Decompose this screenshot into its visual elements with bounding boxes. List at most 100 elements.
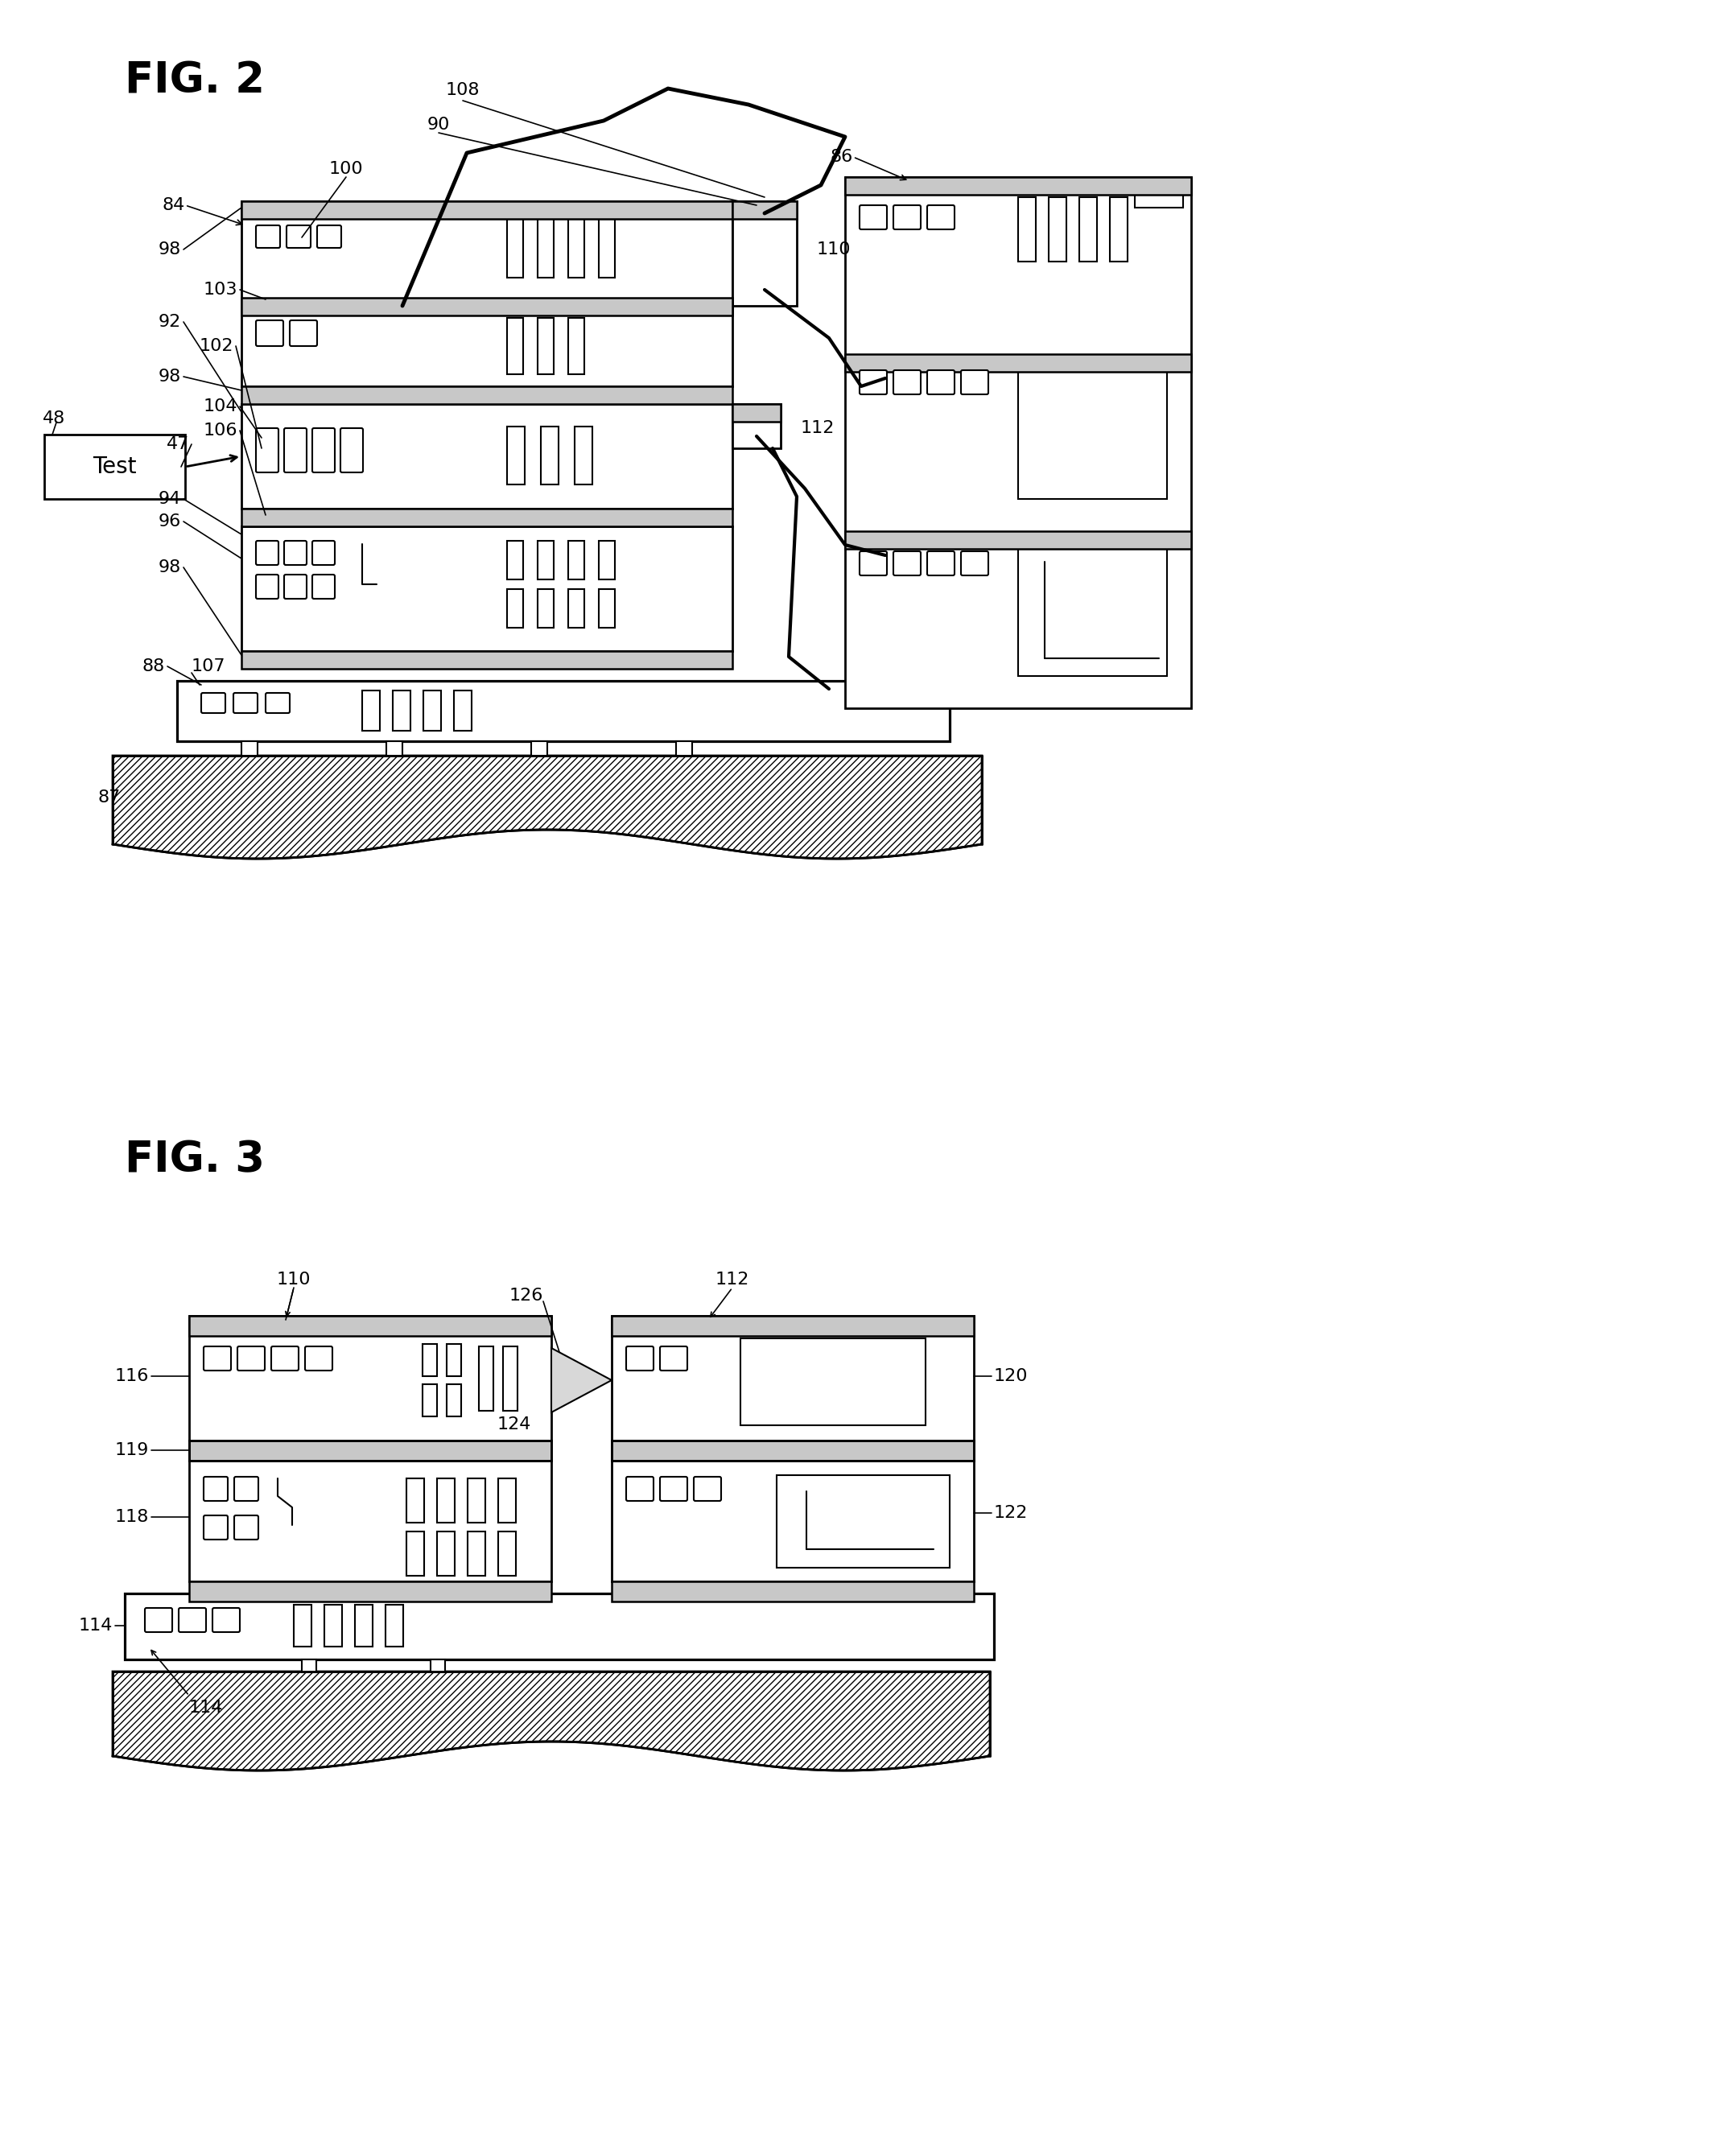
FancyBboxPatch shape <box>285 429 307 472</box>
Bar <box>845 177 1191 707</box>
Bar <box>446 1343 462 1376</box>
FancyBboxPatch shape <box>894 552 920 576</box>
Bar <box>538 218 554 278</box>
Bar <box>241 201 733 220</box>
Bar <box>189 1315 552 1440</box>
Text: 110: 110 <box>818 241 851 257</box>
Bar <box>363 690 380 731</box>
Bar <box>611 1440 974 1460</box>
FancyBboxPatch shape <box>312 576 335 599</box>
FancyBboxPatch shape <box>627 1345 653 1371</box>
Bar <box>241 651 733 668</box>
Bar <box>241 386 733 403</box>
Bar <box>599 589 615 627</box>
FancyBboxPatch shape <box>660 1477 687 1501</box>
Text: 104: 104 <box>203 399 238 414</box>
Bar <box>406 1531 424 1576</box>
Text: 112: 112 <box>715 1272 750 1287</box>
Bar <box>733 201 797 220</box>
Bar <box>189 1460 552 1580</box>
FancyBboxPatch shape <box>312 541 335 565</box>
Bar <box>241 298 733 315</box>
Polygon shape <box>552 1348 611 1412</box>
FancyBboxPatch shape <box>238 1345 266 1371</box>
Bar <box>453 690 472 731</box>
Bar <box>177 681 950 742</box>
FancyBboxPatch shape <box>306 1345 332 1371</box>
Bar <box>568 218 585 278</box>
Text: 124: 124 <box>496 1416 531 1432</box>
Text: 114: 114 <box>78 1617 113 1634</box>
FancyBboxPatch shape <box>144 1608 172 1632</box>
Bar <box>1017 196 1036 261</box>
Bar <box>507 218 523 278</box>
Bar <box>675 742 693 757</box>
Text: 114: 114 <box>189 1699 224 1716</box>
Bar <box>1017 548 1167 677</box>
Text: 92: 92 <box>158 315 181 330</box>
Bar <box>542 427 559 485</box>
FancyBboxPatch shape <box>203 1516 227 1539</box>
Bar <box>733 403 781 423</box>
Bar <box>1017 367 1167 498</box>
Bar <box>498 1531 516 1576</box>
Bar <box>424 690 441 731</box>
Bar <box>503 1345 517 1410</box>
Bar <box>387 742 403 757</box>
Bar <box>599 541 615 580</box>
Bar <box>845 177 1191 194</box>
FancyBboxPatch shape <box>234 1477 259 1501</box>
Bar <box>538 541 554 580</box>
Text: 110: 110 <box>276 1272 311 1287</box>
Bar <box>568 589 585 627</box>
FancyBboxPatch shape <box>694 1477 720 1501</box>
Text: 98: 98 <box>158 558 181 576</box>
Bar <box>611 1440 974 1460</box>
Text: 47: 47 <box>167 436 189 453</box>
Bar <box>431 1660 444 1673</box>
FancyBboxPatch shape <box>927 205 955 229</box>
FancyBboxPatch shape <box>660 1345 687 1371</box>
Bar <box>479 1345 493 1410</box>
Bar <box>733 201 797 306</box>
FancyBboxPatch shape <box>927 552 955 576</box>
FancyBboxPatch shape <box>266 692 290 714</box>
FancyBboxPatch shape <box>255 429 278 472</box>
Bar <box>354 1604 373 1647</box>
FancyBboxPatch shape <box>203 1345 231 1371</box>
FancyBboxPatch shape <box>255 226 279 248</box>
Bar <box>845 354 1191 371</box>
Text: 126: 126 <box>509 1287 543 1304</box>
Bar <box>507 427 524 485</box>
FancyBboxPatch shape <box>212 1608 240 1632</box>
Text: 84: 84 <box>163 196 186 213</box>
FancyBboxPatch shape <box>859 552 887 576</box>
FancyBboxPatch shape <box>340 429 363 472</box>
Text: 98: 98 <box>158 241 181 257</box>
Text: 88: 88 <box>142 658 165 675</box>
Text: FIG. 2: FIG. 2 <box>125 60 266 101</box>
Bar <box>1109 196 1128 261</box>
Text: 112: 112 <box>800 420 835 436</box>
FancyBboxPatch shape <box>255 321 283 347</box>
FancyBboxPatch shape <box>285 541 307 565</box>
FancyBboxPatch shape <box>894 205 920 229</box>
Bar <box>531 742 547 757</box>
Bar <box>125 1593 995 1660</box>
Text: FIG. 3: FIG. 3 <box>125 1138 266 1181</box>
Bar <box>568 317 585 375</box>
Bar <box>325 1604 342 1647</box>
Text: 96: 96 <box>158 513 181 530</box>
FancyBboxPatch shape <box>255 576 278 599</box>
Text: 102: 102 <box>200 338 233 354</box>
Bar <box>1135 183 1184 207</box>
Text: 119: 119 <box>115 1442 149 1457</box>
Text: 94: 94 <box>158 492 181 507</box>
Bar <box>507 589 523 627</box>
Bar <box>498 1479 516 1522</box>
Bar <box>776 1475 950 1567</box>
FancyBboxPatch shape <box>255 541 278 565</box>
Bar <box>467 1531 486 1576</box>
Bar <box>741 1339 925 1425</box>
Text: 87: 87 <box>97 789 122 806</box>
